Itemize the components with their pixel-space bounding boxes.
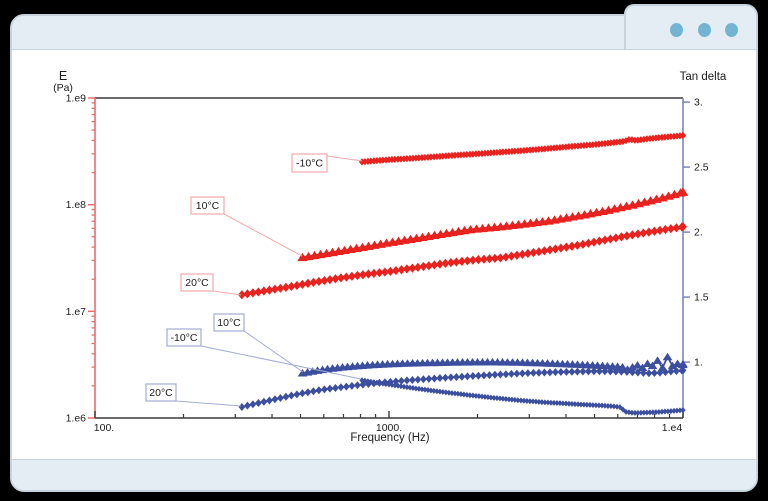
left-axis-unit: (Pa) <box>53 82 73 94</box>
window-footer <box>12 459 756 490</box>
x-axis-title: Frequency (Hz) <box>350 432 430 444</box>
window-control-dot[interactable] <box>698 23 711 37</box>
app-window <box>10 14 758 492</box>
window-control-dot[interactable] <box>725 23 738 37</box>
right-axis-title: Tan delta <box>679 71 727 83</box>
window-control-dot[interactable] <box>670 23 683 37</box>
window-tab <box>624 4 758 49</box>
chart-area <box>12 50 756 459</box>
left-axis-title: E <box>58 69 68 83</box>
